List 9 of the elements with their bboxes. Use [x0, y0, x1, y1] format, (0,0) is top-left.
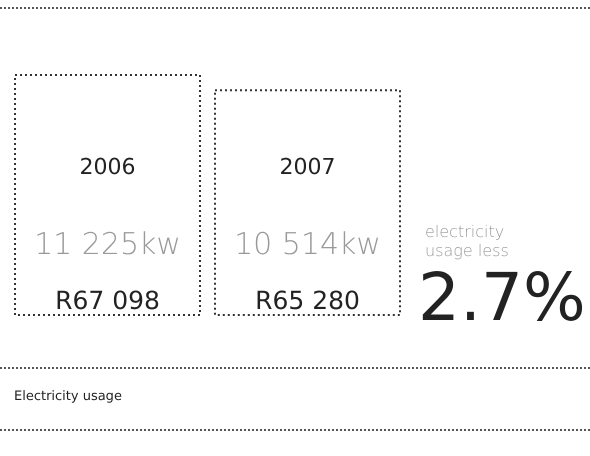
x-tick-label: 2006 [80, 155, 136, 180]
annotation: R67 098 [55, 286, 160, 315]
data-label: 10 514kw [234, 227, 381, 262]
data-label: 11 225kw [34, 227, 181, 262]
text: electricity usage less [425, 222, 510, 260]
text: Electricity usage [14, 389, 122, 404]
x-tick-label: 2007 [280, 155, 336, 180]
text: 2.7% [418, 259, 586, 336]
annotation: R65 280 [255, 286, 360, 315]
